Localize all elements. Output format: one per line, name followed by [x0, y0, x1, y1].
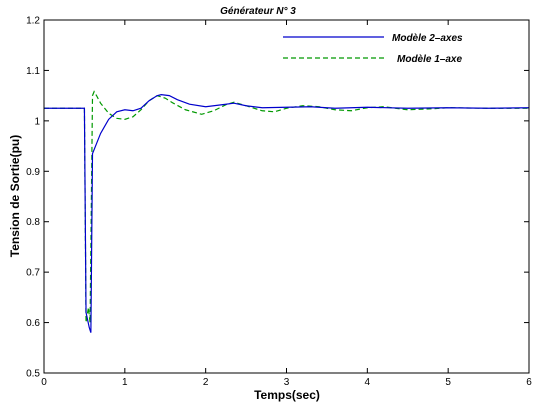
x-axis-label: Temps(sec): [254, 388, 320, 402]
chart-title: Générateur N° 3: [220, 6, 296, 17]
series-line-1-axe: [44, 90, 529, 323]
series-line-2-axes: [44, 94, 530, 333]
legend: Modèle 2–axes Modèle 1–axe: [283, 33, 463, 65]
y-tick-label: 0.7: [26, 268, 40, 279]
y-tick-label: 0.6: [26, 318, 40, 329]
x-tick-label: 4: [365, 377, 371, 388]
x-tick-label: 1: [122, 377, 128, 388]
plot-area: [44, 20, 529, 373]
y-ticks: 0.5 0.6 0.7 0.8 0.9 1 1.1 1.2: [26, 16, 529, 380]
y-axis-label: Tension de Sortie(pu): [8, 135, 22, 257]
legend-label-2-axes: Modèle 2–axes: [392, 33, 463, 44]
y-tick-label: 0.8: [26, 217, 40, 228]
x-tick-label: 5: [445, 377, 451, 388]
x-tick-label: 2: [203, 377, 209, 388]
x-ticks: 0 1 2 3 4 5 6: [41, 20, 532, 388]
y-tick-label: 1: [34, 116, 40, 127]
series-layer: [44, 90, 530, 333]
y-tick-label: 1.1: [26, 66, 40, 77]
legend-label-1-axe: Modèle 1–axe: [397, 54, 462, 65]
y-tick-label: 1.2: [26, 16, 40, 27]
y-tick-label: 0.5: [26, 369, 40, 380]
y-tick-label: 0.9: [26, 167, 40, 178]
x-tick-label: 3: [284, 377, 290, 388]
x-tick-label: 6: [526, 377, 532, 388]
x-tick-label: 0: [41, 377, 47, 388]
